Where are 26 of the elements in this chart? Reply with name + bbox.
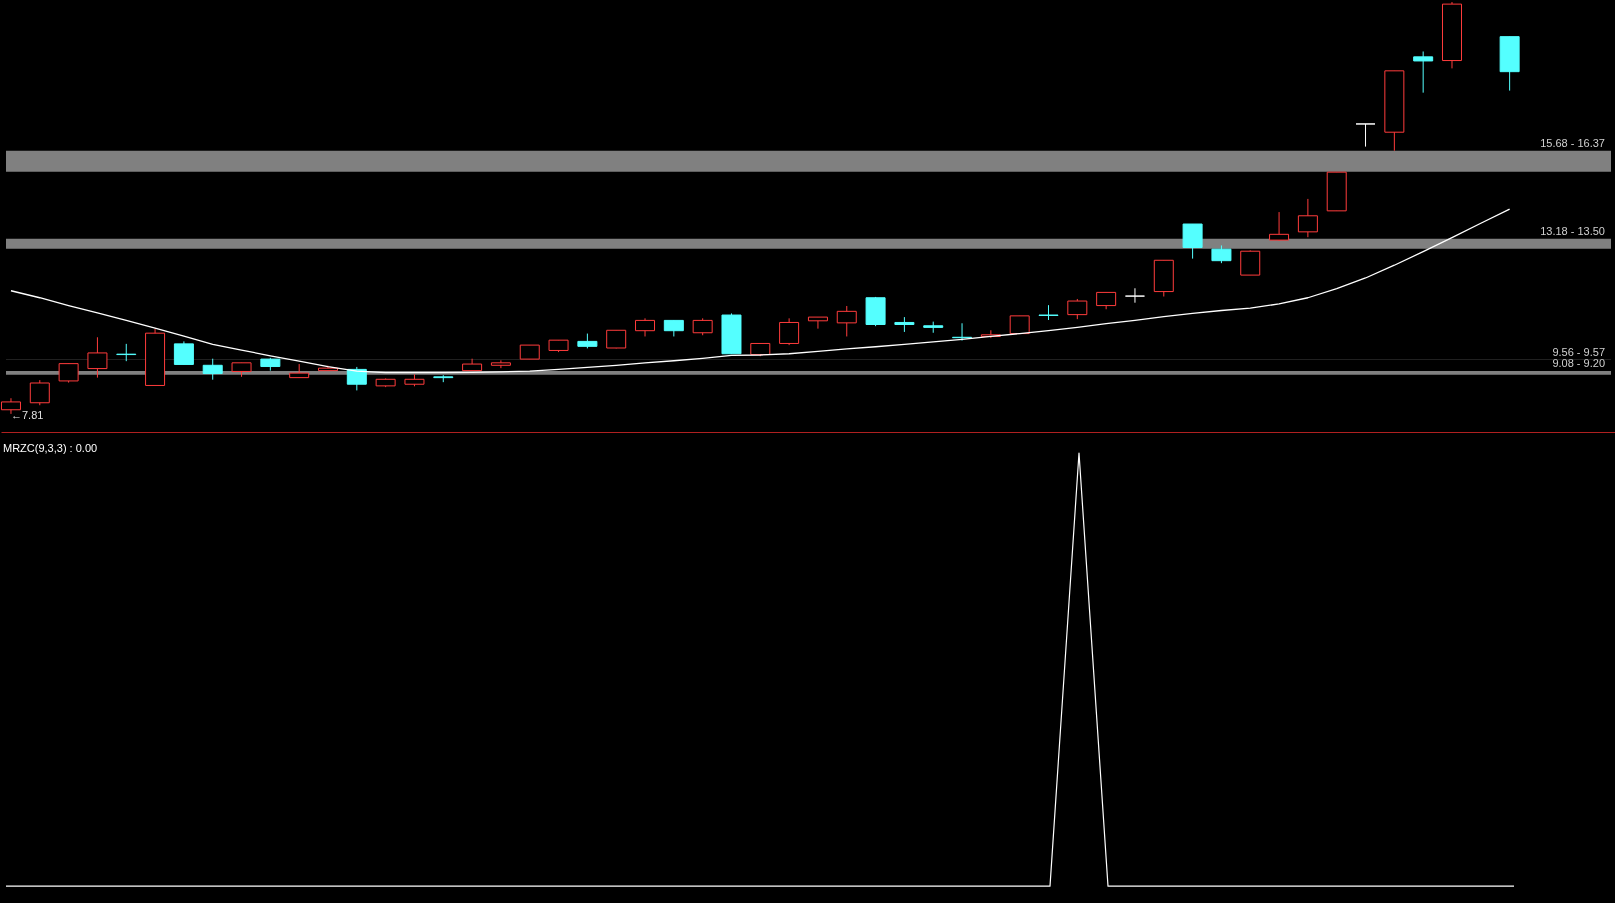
candlestick	[779, 317, 800, 346]
candlestick	[173, 340, 194, 365]
candlestick	[836, 305, 857, 337]
candlestick	[1413, 50, 1434, 94]
candlestick	[1067, 298, 1088, 320]
band-label: 9.08 - 9.20	[1552, 357, 1605, 370]
candlestick	[1124, 287, 1145, 304]
candlestick	[606, 329, 627, 349]
candlestick	[490, 359, 511, 369]
band-label: 15.68 - 16.37	[1540, 136, 1605, 149]
candlestick	[1355, 123, 1376, 148]
candlestick	[87, 336, 108, 379]
candlestick	[58, 363, 79, 384]
chart-title: MRZC(9,3,3) : 0.00	[3, 442, 98, 454]
band-label: 13.18 - 13.50	[1540, 224, 1605, 237]
candlestick	[346, 366, 367, 391]
candlestick	[1269, 211, 1290, 242]
candlestick	[1182, 223, 1203, 260]
candlestick	[1240, 249, 1261, 276]
annotation: ←7.81	[10, 408, 44, 421]
candlestick	[29, 379, 50, 406]
candlestick	[635, 317, 656, 337]
band-label: 9.56 - 9.57	[1552, 345, 1605, 358]
candlestick	[1297, 198, 1318, 238]
candlestick	[202, 358, 223, 381]
candlestick	[807, 316, 828, 330]
